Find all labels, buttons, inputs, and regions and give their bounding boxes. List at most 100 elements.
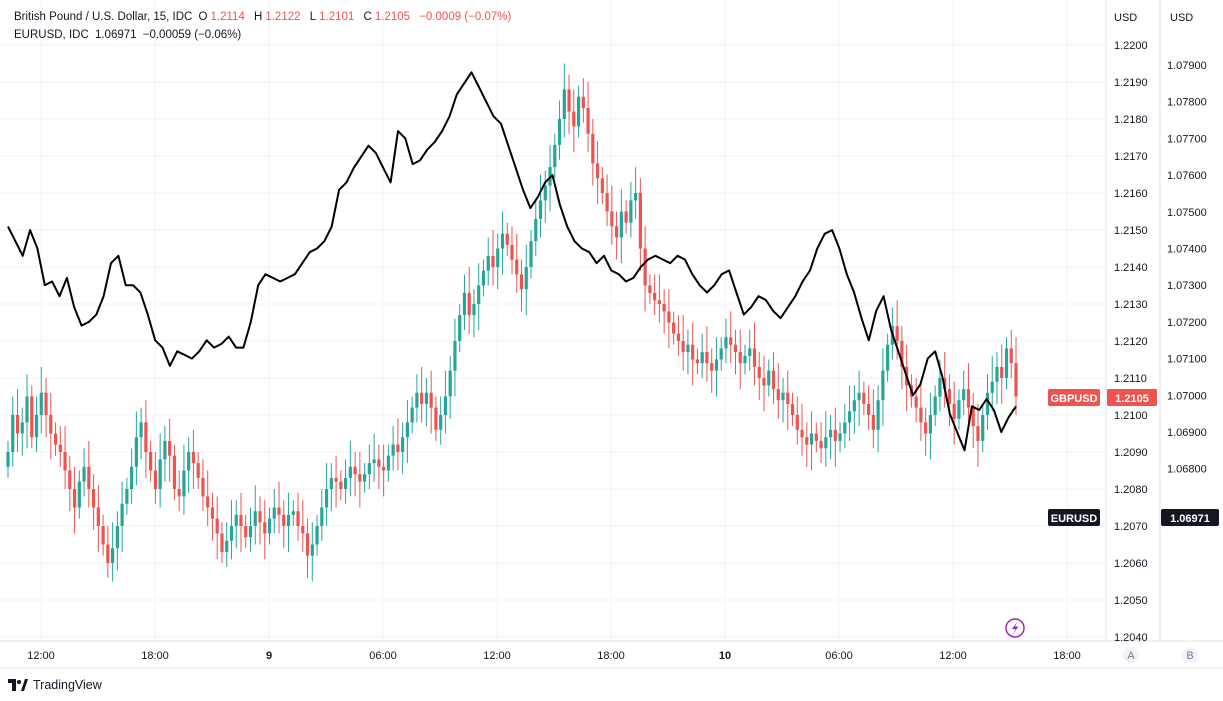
- tradingview-logo-icon: [8, 679, 28, 691]
- candle: [220, 522, 224, 563]
- gbpusd-tick-label: 1.2110: [1114, 373, 1147, 385]
- candle: [662, 289, 666, 334]
- candle: [924, 407, 928, 456]
- candle: [562, 63, 566, 138]
- gbpusd-tick-label: 1.2120: [1114, 336, 1148, 348]
- candle: [1004, 337, 1009, 390]
- candle: [320, 489, 324, 541]
- candle: [106, 526, 110, 578]
- candle: [933, 385, 937, 427]
- candle: [372, 433, 376, 482]
- candle: [805, 422, 809, 467]
- time-tick-label: 12:00: [27, 650, 55, 662]
- time-tick-label: 12:00: [939, 650, 967, 662]
- svg-text:GBPUSD: GBPUSD: [1050, 393, 1097, 405]
- lightning-icon[interactable]: [1005, 618, 1025, 638]
- time-tick-label: 9: [266, 650, 272, 662]
- candle: [500, 211, 505, 275]
- candle: [591, 119, 595, 186]
- candle: [229, 500, 234, 560]
- candle: [691, 322, 695, 386]
- branding-name: TradingView: [33, 678, 102, 692]
- candle: [130, 448, 134, 504]
- time-axis[interactable]: 12:00 18:00 9 06:00 12:00 18:00 10 06:00 12:00 18…: [27, 650, 1081, 662]
- candle: [453, 318, 457, 397]
- candle: [158, 433, 162, 508]
- candle: [239, 492, 243, 552]
- candle: [781, 378, 785, 423]
- candle: [947, 374, 952, 427]
- candle: [401, 422, 405, 475]
- compare-change: −0.00059 (−0.06%): [142, 29, 242, 41]
- candle: [748, 329, 752, 371]
- candle: [790, 392, 795, 427]
- candle: [995, 352, 999, 404]
- candle: [653, 274, 657, 316]
- candle: [809, 411, 814, 471]
- candle: [676, 315, 681, 356]
- candle: [324, 463, 329, 526]
- scale-button-b[interactable]: B: [1182, 647, 1198, 663]
- candle: [919, 381, 923, 441]
- tradingview-branding[interactable]: TradingView: [8, 678, 102, 692]
- candle: [786, 370, 790, 430]
- candle: [828, 415, 833, 460]
- main-series-legend[interactable]: British Pound / U.S. Dollar, 15, IDC O 1.…: [14, 11, 514, 23]
- candle: [277, 481, 281, 534]
- scale-button-auto[interactable]: A: [1123, 647, 1139, 663]
- eurusd-series-line: [7, 71, 1017, 452]
- candle: [210, 492, 215, 541]
- candle: [510, 226, 514, 275]
- compare-title: EURUSD, IDC: [14, 29, 89, 41]
- candle: [458, 304, 462, 353]
- candle: [567, 74, 571, 134]
- candle: [538, 174, 543, 238]
- time-tick-label: 18:00: [1053, 650, 1081, 662]
- eurusd-tick-label: 1.07500: [1167, 207, 1207, 219]
- candle: [77, 470, 81, 519]
- candle: [481, 259, 486, 297]
- candle: [201, 459, 205, 512]
- candle: [686, 329, 690, 375]
- legend-close: C 1.2105: [363, 11, 411, 23]
- candle: [957, 389, 961, 430]
- gbpusd-price-axis[interactable]: 1.2200 1.2190 1.2180 1.2170 1.2160 1.2150 1.21…: [1114, 40, 1148, 644]
- candle: [44, 378, 48, 438]
- candle: [743, 344, 747, 375]
- candle: [96, 485, 100, 552]
- candle: [557, 100, 562, 160]
- gbpusd-tick-label: 1.2080: [1114, 484, 1148, 496]
- gbpusd-tick-label: 1.2170: [1114, 151, 1148, 163]
- eurusd-price-axis[interactable]: 1.07900 1.07800 1.07700 1.07600 1.07500 1.074…: [1167, 60, 1207, 476]
- gbpusd-tick-label: 1.2160: [1114, 188, 1148, 200]
- candle: [263, 500, 267, 560]
- eurusd-tick-label: 1.06900: [1167, 427, 1207, 439]
- candle: [1009, 329, 1013, 378]
- candle: [881, 348, 885, 427]
- candle: [719, 337, 723, 371]
- candle: [49, 392, 53, 460]
- compare-series-legend[interactable]: EURUSD, IDC 1.06971 −0.00059 (−0.06%): [14, 29, 244, 41]
- candle: [776, 363, 780, 419]
- candle: [681, 315, 685, 371]
- eurusd-tick-label: 1.07900: [1167, 60, 1207, 72]
- svg-text:B: B: [1186, 650, 1193, 662]
- candle: [258, 496, 262, 545]
- right-price-axis-unit: USD: [1170, 12, 1193, 24]
- candle: [814, 422, 818, 452]
- candle: [467, 267, 471, 334]
- candle: [762, 355, 766, 412]
- eurusd-line: [7, 71, 1017, 452]
- candle: [966, 363, 971, 427]
- gbpusd-tick-label: 1.2200: [1114, 40, 1148, 52]
- candle: [695, 348, 700, 375]
- candle: [657, 274, 661, 323]
- candle: [724, 318, 728, 364]
- candle: [134, 411, 138, 486]
- time-tick-label: 10: [719, 650, 731, 662]
- left-price-axis-unit: USD: [1114, 12, 1137, 24]
- candle: [87, 440, 91, 508]
- candle: [486, 237, 490, 286]
- candle: [424, 378, 429, 427]
